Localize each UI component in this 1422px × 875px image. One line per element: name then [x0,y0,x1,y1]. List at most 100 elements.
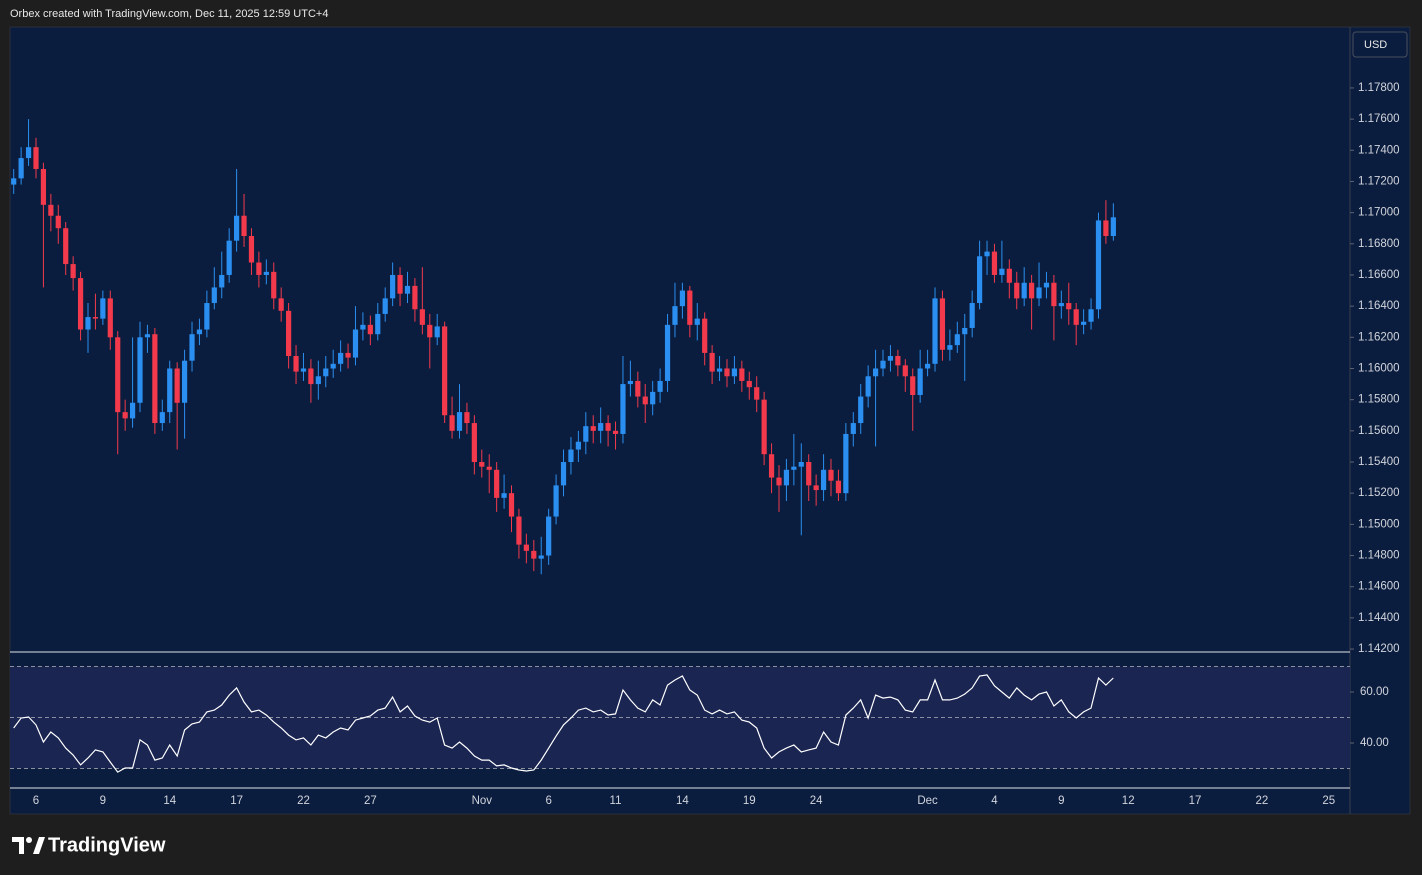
candle-body [263,271,269,275]
candle-body [977,256,983,304]
candle-body [449,415,455,431]
candle-body [716,368,723,372]
y-tick-label: 1.15800 [1358,394,1400,406]
candle-body [508,493,515,517]
candle-body [434,326,440,338]
candle-body [63,228,69,265]
y-tick-label: 1.17600 [1358,113,1400,125]
candle-body [746,380,752,388]
candle-body [196,329,203,335]
brand-name: TradingView [48,834,166,856]
candle-body [872,368,879,377]
candle-body [234,215,240,241]
y-tick-label: 1.14200 [1358,643,1400,655]
candle-body [211,287,217,304]
y-tick-label: 1.15600 [1358,425,1400,437]
candle-body [1073,309,1079,325]
x-tick-label: 24 [810,795,823,807]
candle-body [1088,309,1094,322]
candle-body [293,356,299,372]
x-tick-label: 22 [297,795,310,807]
candle-body [709,352,715,372]
candle-body [181,360,188,403]
candle-body [92,317,99,319]
candle-body [954,334,960,346]
candle-body [241,215,247,237]
brand-logo [12,837,45,854]
candle-body [40,168,47,205]
candle-body [768,454,775,478]
candle-body [642,396,648,405]
candle-body [352,329,359,358]
candle-body [798,462,804,467]
candle-body [902,365,908,377]
candle-body [724,368,730,377]
candle-body [754,387,760,400]
candle-body [442,326,448,416]
candle-body [635,380,641,397]
x-tick-label: 17 [1189,795,1202,807]
candle-body [390,274,396,299]
candle-body [338,352,344,364]
y-tick-label: 1.15000 [1358,518,1400,530]
candle-body [464,412,470,424]
candle-body [575,441,581,450]
candle-body [494,469,500,498]
candle-body [11,178,17,185]
candle-body [776,477,782,486]
candle-body [694,318,700,325]
candle-body [516,516,522,545]
candle-body [25,147,32,159]
candle-body [219,274,225,288]
candle-body [300,368,307,372]
x-tick-label: 27 [364,795,377,807]
candle-body [144,334,151,338]
y-tick-label: 1.15200 [1358,487,1400,499]
candle-body [367,324,373,335]
candle-body [783,469,790,486]
candle-body [650,391,656,405]
x-tick-label: 22 [1256,795,1269,807]
candle-body [404,285,411,294]
x-tick-label: 12 [1122,795,1135,807]
y-tick-label: 1.16600 [1358,269,1400,281]
candle-body [1110,217,1116,237]
logo-dot [26,837,32,843]
candle-body [820,469,827,491]
candle-body [55,215,61,229]
currency-box[interactable] [1352,31,1408,58]
candle-body [806,462,812,486]
candle-body [687,290,693,325]
candle-body [620,384,626,434]
candle-body [412,285,418,310]
candle-body [887,356,894,361]
candle-body [791,466,797,470]
candle-body [1036,287,1042,299]
candle-body [471,423,477,463]
candle-body [1103,220,1109,237]
x-tick-label: 9 [100,795,106,807]
candle-body [932,298,938,364]
candle-body [553,485,559,517]
candle-body [702,318,708,353]
candle-body [739,368,745,381]
candle-body [226,240,232,275]
candle-body [1081,321,1087,325]
rsi-line [13,674,1114,773]
candle-body [672,306,678,325]
candle-body [18,158,24,179]
candle-body [167,368,173,413]
candle-body [70,264,76,279]
candle-body [159,412,165,424]
candle-body [107,298,113,338]
y-tick-label: 1.17200 [1358,175,1400,187]
candle-body [1066,303,1072,310]
candle-body [501,493,507,498]
candle-body [598,423,604,431]
candle-body [612,430,619,434]
y-tick-label: 1.14600 [1358,581,1400,593]
x-tick-label: 14 [676,795,689,807]
candle-body [984,251,990,257]
y-tick-label: 1.16000 [1358,363,1400,375]
